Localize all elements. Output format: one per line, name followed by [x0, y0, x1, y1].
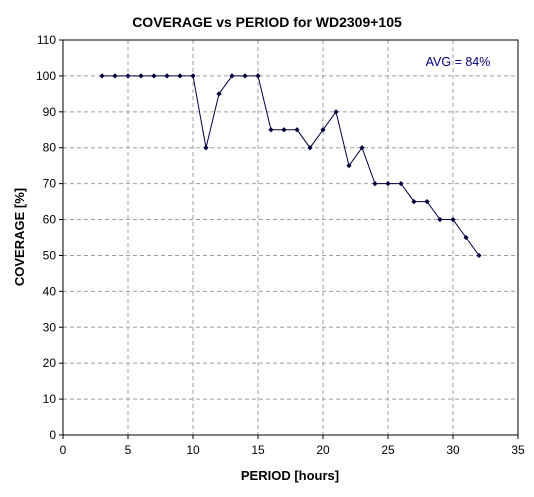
y-axis-label: COVERAGE [%]: [12, 188, 27, 286]
data-point: [281, 127, 287, 133]
y-tick-label: 20: [43, 356, 57, 370]
y-tick-label: 40: [43, 284, 57, 298]
data-point: [385, 181, 391, 187]
x-tick-label: 15: [251, 443, 265, 457]
data-point: [164, 73, 170, 79]
x-axis-label: PERIOD [hours]: [241, 468, 339, 483]
average-annotation: AVG = 84%: [426, 55, 491, 69]
data-point: [125, 73, 131, 79]
data-point: [255, 73, 261, 79]
data-point: [346, 163, 352, 169]
x-tick-label: 5: [125, 443, 132, 457]
data-point: [112, 73, 118, 79]
data-point: [138, 73, 144, 79]
data-point: [307, 145, 313, 151]
data-point: [359, 145, 365, 151]
plot-area-frame: [62, 39, 519, 436]
data-point: [450, 216, 456, 223]
data-point: [177, 73, 183, 79]
y-tick-label: 80: [43, 141, 57, 155]
y-tick-label: 90: [43, 105, 57, 119]
y-tick-label: 60: [43, 213, 57, 227]
data-point: [294, 127, 300, 133]
y-tick-label: 70: [43, 177, 57, 191]
data-point: [411, 198, 417, 205]
gridlines: [63, 40, 518, 435]
y-tick-label: 0: [49, 428, 56, 442]
series-line: [102, 75, 480, 256]
x-tick-label: 35: [511, 443, 525, 457]
axis-ticks: 0 10 20 30 40 50 60 70 80 90 100 110 0 5 10 15 20 25 30 35: [36, 33, 525, 457]
y-tick-label: 110: [37, 33, 56, 47]
data-point: [268, 127, 274, 133]
series-layer: [99, 73, 482, 259]
data-point: [398, 181, 404, 187]
data-point: [463, 234, 469, 241]
y-tick-label: 100: [36, 69, 56, 83]
y-tick-label: 10: [43, 392, 57, 406]
y-tick-label: 50: [43, 248, 57, 262]
x-tick-label: 10: [186, 443, 200, 457]
x-tick-label: 20: [316, 443, 330, 457]
y-tick-label: 30: [43, 320, 57, 334]
data-point: [99, 73, 105, 79]
data-point: [476, 252, 482, 259]
data-point: [190, 73, 196, 79]
data-point: [229, 73, 235, 79]
data-point: [203, 145, 209, 151]
chart-title: COVERAGE vs PERIOD for WD2309+105: [132, 14, 402, 30]
x-tick-label: 0: [60, 443, 67, 457]
data-point: [151, 73, 157, 79]
data-point: [333, 109, 339, 115]
data-point: [242, 73, 248, 79]
data-point: [424, 198, 430, 205]
data-point: [437, 216, 443, 223]
data-point: [372, 181, 378, 187]
data-point: [320, 127, 326, 133]
x-tick-label: 25: [381, 443, 395, 457]
data-point: [216, 91, 222, 97]
x-tick-label: 30: [446, 443, 460, 457]
